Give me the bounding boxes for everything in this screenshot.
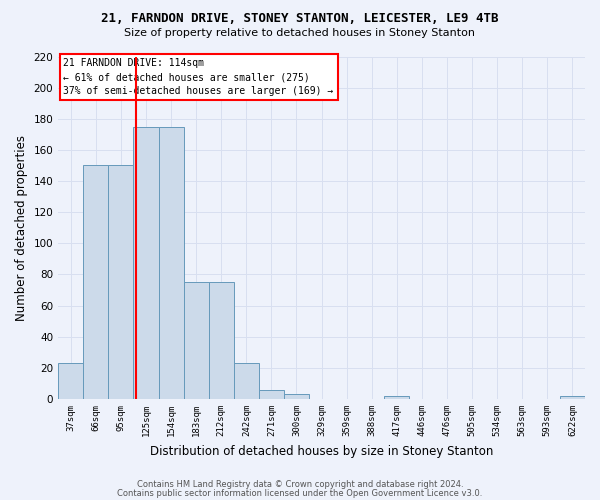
Text: 21, FARNDON DRIVE, STONEY STANTON, LEICESTER, LE9 4TB: 21, FARNDON DRIVE, STONEY STANTON, LEICE…: [101, 12, 499, 26]
Bar: [284, 394, 309, 399]
Bar: [560, 396, 585, 399]
Bar: [83, 166, 109, 399]
Text: Contains public sector information licensed under the Open Government Licence v3: Contains public sector information licen…: [118, 488, 482, 498]
Text: Size of property relative to detached houses in Stoney Stanton: Size of property relative to detached ho…: [125, 28, 476, 38]
Bar: [109, 166, 133, 399]
Text: 21 FARNDON DRIVE: 114sqm
← 61% of detached houses are smaller (275)
37% of semi-: 21 FARNDON DRIVE: 114sqm ← 61% of detach…: [64, 58, 334, 96]
Bar: [158, 126, 184, 399]
X-axis label: Distribution of detached houses by size in Stoney Stanton: Distribution of detached houses by size …: [150, 444, 493, 458]
Bar: [184, 282, 209, 399]
Text: Contains HM Land Registry data © Crown copyright and database right 2024.: Contains HM Land Registry data © Crown c…: [137, 480, 463, 489]
Bar: [385, 396, 409, 399]
Bar: [259, 390, 284, 399]
Bar: [234, 363, 259, 399]
Bar: [58, 363, 83, 399]
Bar: [133, 126, 158, 399]
Bar: [209, 282, 234, 399]
Y-axis label: Number of detached properties: Number of detached properties: [15, 135, 28, 321]
